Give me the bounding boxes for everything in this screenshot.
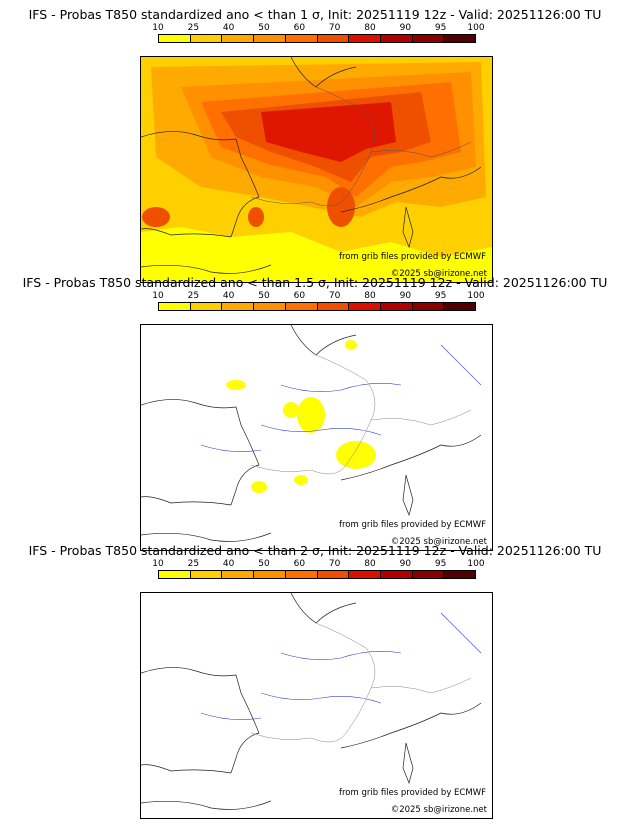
legend-swatch-1 bbox=[159, 35, 191, 42]
legend-swatch-8 bbox=[380, 35, 413, 42]
probability-map: from grib files provided by ECMWF ©2025 … bbox=[140, 56, 493, 283]
copyright-credit: ©2025 sb@irizone.net bbox=[390, 269, 487, 279]
legend-tick-70: 70 bbox=[328, 559, 341, 569]
legend-tick-90: 90 bbox=[399, 291, 412, 301]
legend-tick-25: 25 bbox=[187, 291, 200, 301]
legend-swatch-7 bbox=[349, 303, 381, 310]
legend-tick-labels: 10 25 40 50 60 70 80 90 95 100 bbox=[152, 23, 484, 33]
legend-swatch-8 bbox=[380, 303, 413, 310]
legend-color-bar bbox=[158, 34, 476, 43]
legend-swatch-2 bbox=[190, 303, 223, 310]
legend-swatch-6 bbox=[317, 35, 350, 42]
probability-field bbox=[141, 57, 492, 282]
colorbar-legend: 10 25 40 50 60 70 80 90 95 100 bbox=[152, 559, 485, 584]
legend-tick-25: 25 bbox=[187, 23, 200, 33]
legend-swatch-6 bbox=[317, 571, 350, 578]
probability-map: from grib files provided by ECMWF ©2025 … bbox=[140, 592, 493, 819]
legend-tick-50: 50 bbox=[258, 23, 270, 33]
legend-swatch-4 bbox=[254, 35, 286, 42]
legend-tick-80: 80 bbox=[364, 291, 376, 301]
legend-swatch-7 bbox=[349, 35, 381, 42]
panel-title: IFS - Probas T850 standardized ano < tha… bbox=[22, 275, 608, 290]
legend-tick-90: 90 bbox=[399, 23, 412, 33]
legend-tick-60: 60 bbox=[293, 559, 306, 569]
legend-swatch-7 bbox=[349, 571, 381, 578]
legend-swatch-3 bbox=[222, 35, 255, 42]
legend-swatch-3 bbox=[222, 571, 255, 578]
legend-swatch-5 bbox=[285, 303, 318, 310]
legend-swatch-4 bbox=[254, 303, 286, 310]
coastlines bbox=[141, 325, 482, 542]
rivers bbox=[200, 612, 482, 720]
legend-tick-90: 90 bbox=[399, 559, 412, 569]
panel-title: IFS - Probas T850 standardized ano < tha… bbox=[28, 7, 602, 22]
map-canvas bbox=[141, 57, 492, 282]
map-panel-1-sigma: IFS - Probas T850 standardized ano < tha… bbox=[0, 7, 630, 283]
legend-tick-40: 40 bbox=[222, 559, 235, 569]
legend-tick-95: 95 bbox=[434, 291, 447, 301]
legend-swatch-5 bbox=[285, 35, 318, 42]
legend-tick-100: 100 bbox=[467, 559, 485, 569]
legend-swatch-4 bbox=[254, 571, 286, 578]
legend-swatch-10 bbox=[444, 303, 476, 310]
legend-tick-80: 80 bbox=[364, 23, 376, 33]
borders bbox=[250, 622, 472, 743]
legend-swatch-9 bbox=[412, 571, 445, 578]
legend-swatch-3 bbox=[222, 303, 255, 310]
legend-swatch-2 bbox=[190, 35, 223, 42]
legend-swatch-9 bbox=[412, 35, 445, 42]
colorbar-legend: 10 25 40 50 60 70 80 90 95 100 bbox=[152, 291, 485, 316]
legend-tick-40: 40 bbox=[222, 291, 235, 301]
legend-tick-10: 10 bbox=[152, 559, 164, 569]
legend-swatch-2 bbox=[190, 571, 223, 578]
legend-tick-95: 95 bbox=[434, 559, 447, 569]
legend-tick-50: 50 bbox=[258, 559, 270, 569]
borders bbox=[250, 86, 472, 207]
data-source-credit: from grib files provided by ECMWF bbox=[339, 252, 486, 262]
panel-title: IFS - Probas T850 standardized ano < tha… bbox=[28, 543, 602, 558]
legend-tick-60: 60 bbox=[293, 23, 306, 33]
copyright-credit: ©2025 sb@irizone.net bbox=[390, 805, 487, 815]
legend-swatch-8 bbox=[380, 571, 413, 578]
map-panel-1-5-sigma: IFS - Probas T850 standardized ano < tha… bbox=[0, 275, 630, 551]
legend-tick-labels: 10 25 40 50 60 70 80 90 95 100 bbox=[152, 559, 484, 569]
legend-tick-40: 40 bbox=[222, 23, 235, 33]
legend-tick-60: 60 bbox=[293, 291, 306, 301]
legend-tick-10: 10 bbox=[152, 23, 164, 33]
legend-swatch-1 bbox=[159, 303, 191, 310]
legend-tick-10: 10 bbox=[152, 291, 164, 301]
colorbar-legend: 10 25 40 50 60 70 80 90 95 100 bbox=[152, 23, 485, 48]
legend-swatch-10 bbox=[444, 35, 476, 42]
borders bbox=[250, 354, 472, 475]
legend-tick-labels: 10 25 40 50 60 70 80 90 95 100 bbox=[152, 291, 484, 301]
legend-swatch-5 bbox=[285, 571, 318, 578]
coastlines bbox=[141, 593, 482, 810]
data-source-credit: from grib files provided by ECMWF bbox=[339, 788, 486, 798]
map-panel-2-sigma: IFS - Probas T850 standardized ano < tha… bbox=[0, 543, 630, 819]
legend-tick-70: 70 bbox=[328, 291, 341, 301]
legend-swatch-9 bbox=[412, 303, 445, 310]
data-source-credit: from grib files provided by ECMWF bbox=[339, 520, 486, 530]
legend-color-bar bbox=[158, 570, 476, 579]
map-canvas bbox=[141, 325, 482, 542]
legend-tick-100: 100 bbox=[467, 291, 485, 301]
legend-swatch-1 bbox=[159, 571, 191, 578]
legend-tick-25: 25 bbox=[187, 559, 200, 569]
legend-swatch-10 bbox=[444, 571, 476, 578]
rivers bbox=[200, 344, 482, 452]
legend-color-bar bbox=[158, 302, 476, 311]
copyright-credit: ©2025 sb@irizone.net bbox=[390, 537, 487, 547]
legend-tick-80: 80 bbox=[364, 559, 376, 569]
map-canvas bbox=[141, 593, 482, 810]
probability-field bbox=[226, 340, 376, 493]
probability-map: from grib files provided by ECMWF ©2025 … bbox=[140, 324, 493, 551]
legend-tick-50: 50 bbox=[258, 291, 270, 301]
legend-swatch-6 bbox=[317, 303, 350, 310]
legend-tick-95: 95 bbox=[434, 23, 447, 33]
legend-tick-70: 70 bbox=[328, 23, 341, 33]
legend-tick-100: 100 bbox=[467, 23, 485, 33]
